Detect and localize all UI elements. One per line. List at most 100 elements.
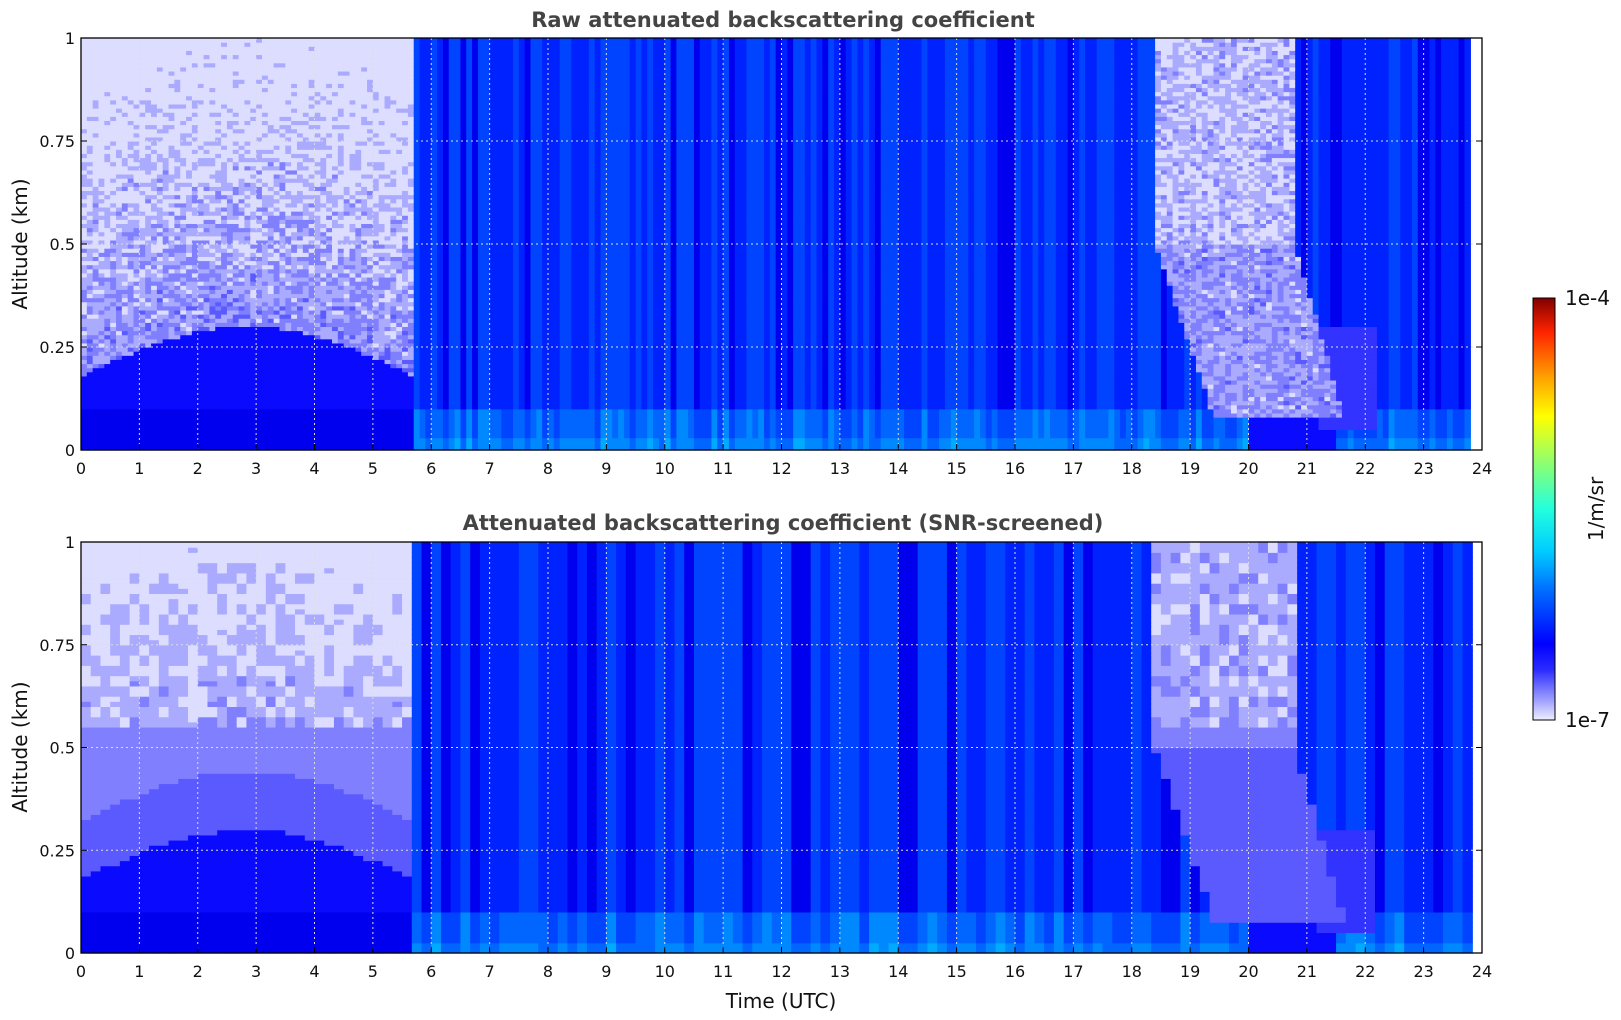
heat-cell [87,331,93,336]
heat-cell [104,166,110,171]
heat-cell [244,42,250,47]
heat-cell [209,129,215,134]
heat-cell [361,281,367,286]
heat-cell [174,244,180,249]
heat-cell [320,355,326,360]
heat-cell [215,203,221,208]
heat-cell [279,203,285,208]
heat-cell [315,256,321,261]
heat-cell [233,425,239,430]
heat-cell [303,129,309,134]
heat-cell [274,120,280,125]
heat-cell [244,63,250,68]
heat-cell [139,63,145,68]
heat-cell [239,141,245,146]
heat-cell [350,244,356,249]
heat-cell [110,396,116,401]
heat-cell [163,112,169,117]
heat-cell [285,67,291,72]
heat-cell [128,409,134,414]
heat-cell [285,203,291,208]
heat-cell [139,314,145,319]
heat-cell [169,285,175,290]
heat-cell [239,368,245,373]
heat-cell [139,438,145,443]
heat-cell [315,417,321,422]
heat-cell [215,190,221,195]
heat-cell [268,306,274,311]
heat-cell [326,116,332,121]
heat-cell [122,265,128,270]
heat-cell [110,442,116,447]
heat-cell [139,302,145,307]
heat-cell [174,376,180,381]
heat-cell [262,314,268,319]
heat-cell [239,256,245,261]
heat-cell [116,120,122,125]
heat-cell [163,50,169,55]
heat-cell [315,71,321,76]
heat-cell [285,120,291,125]
heat-cell [239,149,245,154]
heat-cell [157,145,163,150]
heat-cell [332,442,338,447]
heat-cell [279,116,285,121]
heat-cell [274,79,280,84]
heat-cell [174,120,180,125]
heat-cell [221,219,227,224]
heat-cell [239,42,245,47]
heat-cell [186,186,192,191]
heat-cell [268,368,274,373]
heat-cell [303,442,309,447]
heat-cell [332,293,338,298]
heat-cell [344,306,350,311]
heat-cell [350,54,356,59]
heat-cell [315,388,321,393]
heat-cell [128,273,134,278]
heat-cell [239,54,245,59]
heat-cell [256,71,262,76]
heat-cell [338,310,344,315]
heat-cell [139,421,145,426]
heat-cell [332,326,338,331]
heat-cell [163,203,169,208]
heat-cell [297,215,303,220]
heat-cell [239,429,245,434]
heat-cell [169,260,175,265]
heat-cell [332,166,338,171]
heat-cell [169,314,175,319]
heat-cell [99,63,105,68]
heat-cell [355,413,361,418]
heat-cell [291,392,297,397]
heat-cell [128,207,134,212]
heat-cell [221,384,227,389]
heat-cell [157,442,163,447]
heat-cell [87,125,93,130]
heat-cell [163,277,169,282]
heat-cell [204,331,210,336]
heat-cell [163,232,169,237]
heat-cell [198,83,204,88]
heat-cell [93,228,99,233]
heat-cell [233,368,239,373]
heat-cell [169,215,175,220]
heat-cell [256,174,262,179]
heat-cell [128,347,134,352]
heat-cell [151,71,157,76]
heat-cell [285,104,291,109]
heat-cell [297,421,303,426]
heat-cell [338,207,344,212]
heat-cell [297,347,303,352]
heat-cell [151,289,157,294]
heat-cell [110,289,116,294]
heat-cell [209,50,215,55]
heat-cell [285,429,291,434]
heat-cell [239,339,245,344]
heat-cell [227,129,233,134]
heat-cell [239,306,245,311]
heat-cell [244,104,250,109]
heat-cell [169,425,175,430]
heat-cell [361,256,367,261]
heat-cell [338,170,344,175]
heat-cell [204,228,210,233]
